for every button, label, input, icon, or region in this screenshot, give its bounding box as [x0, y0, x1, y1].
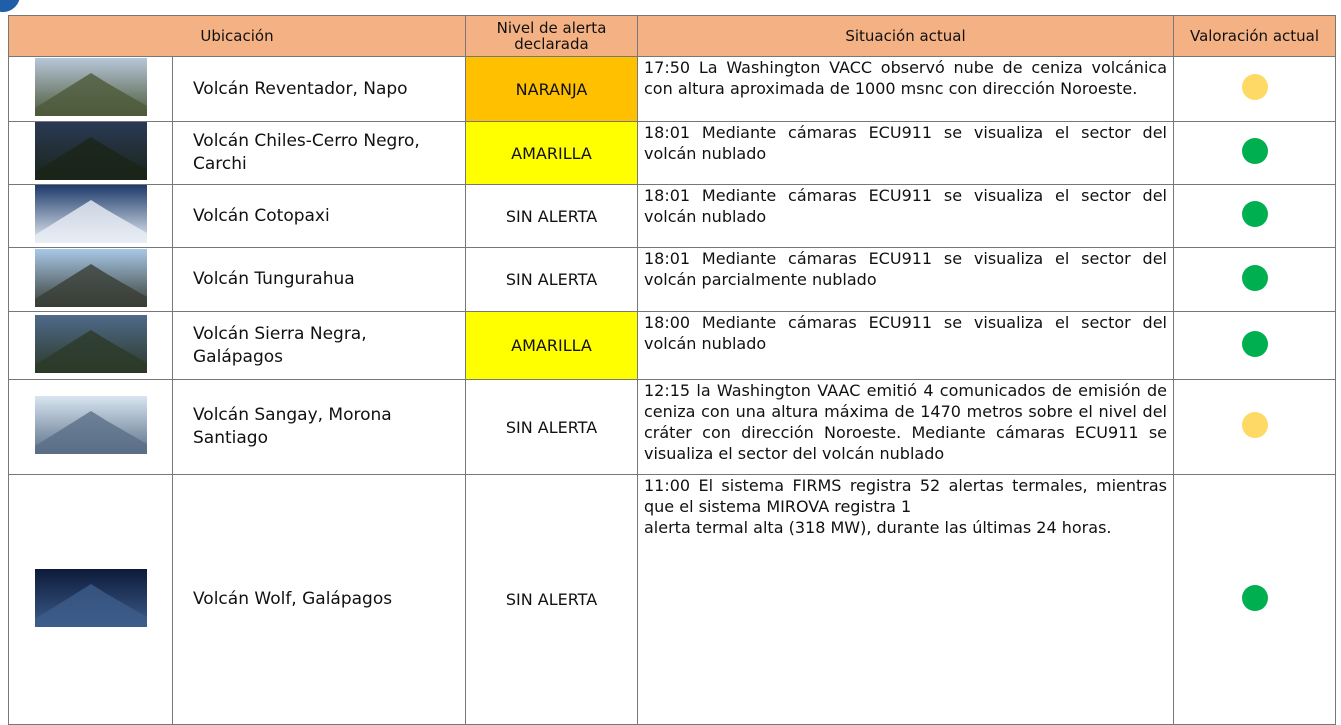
status-cell — [1173, 474, 1336, 725]
volcano-photo — [34, 568, 147, 627]
situation: 18:01 Mediante cámaras ECU911 se visuali… — [637, 121, 1174, 185]
volcano-photo — [34, 396, 147, 454]
photo-cell — [8, 121, 173, 185]
location: Volcán Reventador, Napo — [172, 56, 466, 122]
location: Volcán Wolf, Galápagos — [172, 474, 466, 725]
header-cell: Valoración actual — [1173, 15, 1336, 57]
row: Volcán Wolf, Galápagos SIN ALERTA 11:00 El… — [8, 474, 1336, 725]
status-dot — [1241, 201, 1268, 227]
situation: 12:15 la Washington VAAC emitió 4 comuni… — [637, 379, 1174, 475]
alert-level: SIN ALERTA — [465, 184, 638, 248]
row: Volcán Reventador, Napo NARANJA 17:50 La W… — [8, 56, 1336, 122]
status-dot — [1241, 74, 1268, 100]
row: Volcán Chiles-Cerro Negro, Carchi AMARILL… — [8, 121, 1336, 185]
photo-cell — [8, 184, 173, 248]
photo-cell — [8, 56, 173, 122]
status-cell — [1173, 247, 1336, 312]
photo-cell — [8, 311, 173, 380]
situation: 18:01 Mediante cámaras ECU911 se visuali… — [637, 247, 1174, 312]
status-cell — [1173, 121, 1336, 185]
photo-cell — [8, 379, 173, 475]
row: Volcán Sierra Negra, Galápagos AMARILLA 18… — [8, 311, 1336, 380]
situation: 18:00 Mediante cámaras ECU911 se visuali… — [637, 311, 1174, 380]
volcano-photo — [34, 185, 147, 243]
alert-level: SIN ALERTA — [465, 247, 638, 312]
row: Volcán Sangay, Morona Santiago SIN ALERTA… — [8, 379, 1336, 475]
alert-level: SIN ALERTA — [465, 379, 638, 475]
volcano-photo — [34, 314, 147, 373]
location: Volcán Tungurahua — [172, 247, 466, 312]
status-cell — [1173, 56, 1336, 122]
photo-cell — [8, 474, 173, 725]
status-dot — [1241, 138, 1268, 164]
alert-level: AMARILLA — [465, 121, 638, 185]
header-row: Ubicación Nivel de alerta declarada Situ… — [8, 15, 1336, 57]
situation: 17:50 La Washington VACC observó nube de… — [637, 56, 1174, 122]
status-cell — [1173, 184, 1336, 248]
status-dot — [1241, 584, 1268, 611]
row: Volcán Tungurahua SIN ALERTA 18:01 Mediant… — [8, 247, 1336, 312]
location: Volcán Chiles-Cerro Negro, Carchi — [172, 121, 466, 185]
header-cell: Situación actual — [637, 15, 1174, 57]
row: Volcán Cotopaxi SIN ALERTA 18:01 Mediante … — [8, 184, 1336, 248]
status-dot — [1241, 412, 1268, 438]
volcano-photo — [34, 122, 147, 180]
status-dot — [1241, 264, 1268, 291]
situation: 18:01 Mediante cámaras ECU911 se visuali… — [637, 184, 1174, 248]
status-cell — [1173, 379, 1336, 475]
alert-level: AMARILLA — [465, 311, 638, 380]
header-cell: Nivel de alerta declarada — [465, 15, 638, 57]
location: Volcán Cotopaxi — [172, 184, 466, 248]
alert-level: SIN ALERTA — [465, 474, 638, 725]
volcano-photo — [34, 58, 147, 116]
location: Volcán Sierra Negra, Galápagos — [172, 311, 466, 380]
location: Volcán Sangay, Morona Santiago — [172, 379, 466, 475]
photo-cell — [8, 247, 173, 312]
status-cell — [1173, 311, 1336, 380]
header-cell: Ubicación — [8, 15, 466, 57]
situation: 11:00 El sistema FIRMS registra 52 alert… — [637, 474, 1174, 725]
alert-level: NARANJA — [465, 56, 638, 122]
volcano-photo — [34, 248, 147, 307]
status-dot — [1241, 330, 1268, 357]
volcano-table: Ubicación Nivel de alerta declarada Situ… — [8, 15, 1336, 725]
logo — [0, 0, 20, 12]
